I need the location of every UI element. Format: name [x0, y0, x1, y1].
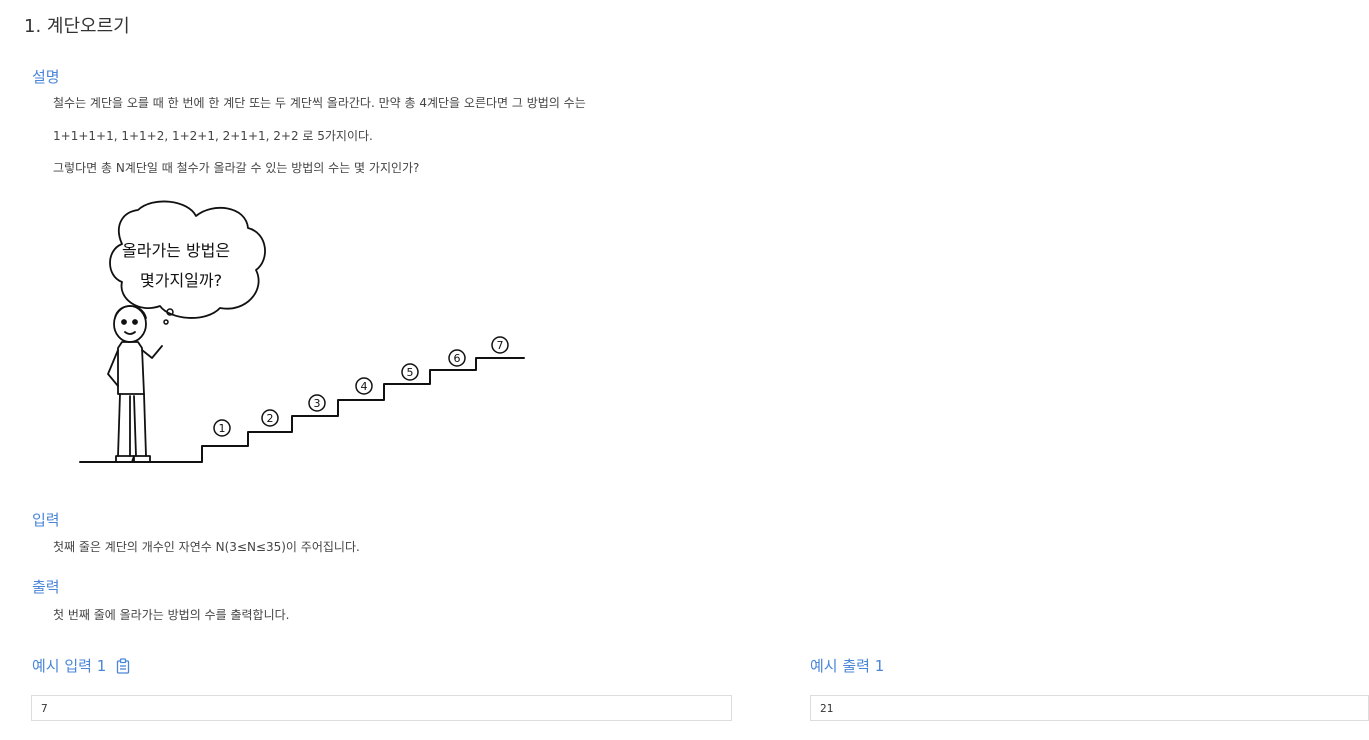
example-input-value: 7 — [41, 702, 48, 715]
description-heading: 설명 — [32, 68, 60, 86]
example-output-value: 21 — [820, 702, 834, 715]
step-label-1: 1 — [219, 422, 226, 435]
step-label-7: 7 — [497, 339, 504, 352]
staircase-illustration: 올라가는 방법은 몇가지일까? — [78, 198, 528, 470]
problem-title: 1. 계단오르기 — [24, 16, 130, 37]
clipboard-icon[interactable] — [116, 657, 130, 674]
output-description: 첫 번째 줄에 올라가는 방법의 수를 출력합니다. — [53, 608, 290, 622]
output-heading: 출력 — [32, 578, 60, 596]
speech-bubble — [109, 200, 266, 319]
description-line-3: 그렇다면 총 N계단일 때 철수가 올라갈 수 있는 방법의 수는 몇 가지인가… — [53, 161, 420, 175]
step-number-labels: 1 2 3 4 5 6 7 — [213, 336, 509, 437]
example-input-box[interactable]: 7 — [31, 695, 732, 721]
example-output-label: 예시 출력 1 — [810, 657, 885, 675]
description-line-1: 철수는 계단을 오를 때 한 번에 한 계단 또는 두 계단씩 올라간다. 만약… — [53, 96, 586, 110]
step-label-3: 3 — [314, 397, 321, 410]
input-heading: 입력 — [32, 511, 60, 529]
boy-figure — [107, 305, 163, 463]
description-line-2: 1+1+1+1, 1+1+2, 1+2+1, 2+1+1, 2+2 로 5가지이… — [53, 129, 373, 143]
speech-bubble-line-2: 몇가지일까? — [140, 271, 222, 290]
example-output-header: 예시 출력 1 — [810, 655, 884, 676]
example-input-header: 예시 입력 1 — [32, 655, 130, 676]
step-label-6: 6 — [454, 352, 461, 365]
step-label-4: 4 — [361, 380, 368, 393]
step-label-2: 2 — [267, 412, 274, 425]
input-description: 첫째 줄은 계단의 개수인 자연수 N(3≤N≤35)이 주어집니다. — [53, 540, 360, 554]
step-label-5: 5 — [407, 366, 414, 379]
example-output-box[interactable]: 21 — [810, 695, 1369, 721]
example-input-label: 예시 입력 1 — [32, 657, 107, 675]
speech-bubble-line-1: 올라가는 방법은 — [122, 241, 230, 260]
staircase — [79, 357, 525, 463]
